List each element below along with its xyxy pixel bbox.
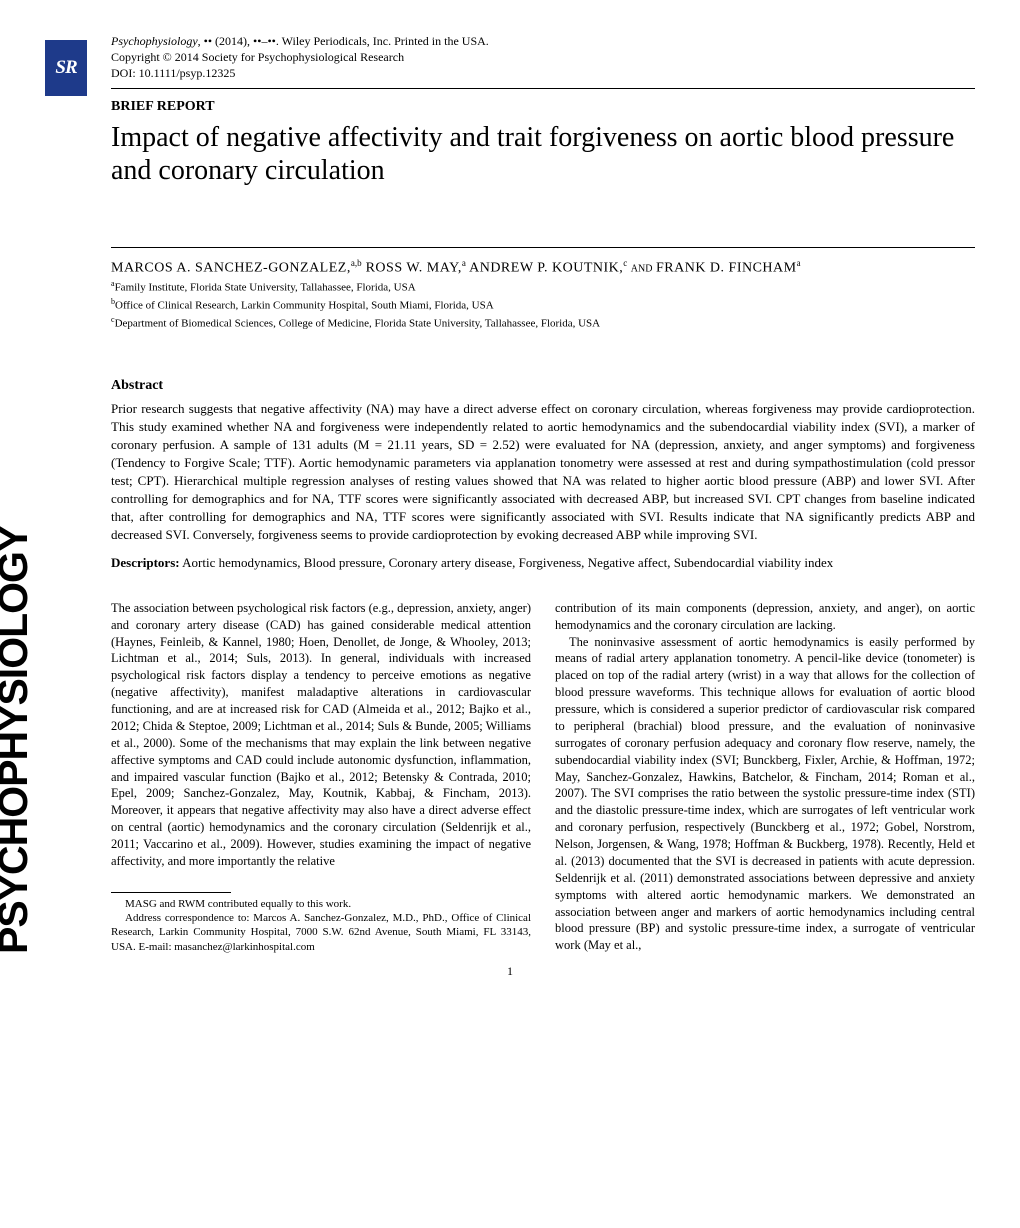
body-paragraph: contribution of its main components (dep… bbox=[555, 600, 975, 634]
header-rule bbox=[111, 88, 975, 89]
journal-logo: SR bbox=[45, 40, 87, 96]
abstract-heading: Abstract bbox=[111, 378, 975, 394]
affiliation-b: bOffice of Clinical Research, Larkin Com… bbox=[111, 296, 975, 314]
affiliation-c: cDepartment of Biomedical Sciences, Coll… bbox=[111, 314, 975, 332]
abstract-text: Prior research suggests that negative af… bbox=[111, 400, 975, 544]
descriptors: Descriptors: Aortic hemodynamics, Blood … bbox=[111, 554, 975, 572]
page-number: 1 bbox=[45, 964, 975, 979]
affiliation-a: aFamily Institute, Florida State Univers… bbox=[111, 278, 975, 296]
copyright-line: Copyright © 2014 Society for Psychophysi… bbox=[111, 49, 975, 65]
body-column-left: The association between psychological ri… bbox=[111, 600, 531, 954]
footnote-rule bbox=[111, 892, 231, 893]
article-title: Impact of negative affectivity and trait… bbox=[111, 121, 975, 187]
body-column-right: contribution of its main components (dep… bbox=[555, 600, 975, 954]
body-paragraph: The association between psychological ri… bbox=[111, 600, 531, 870]
footnote-correspondence: Address correspondence to: Marcos A. San… bbox=[111, 911, 531, 954]
vertical-journal-title: PSYCHOPHYSIOLOGY bbox=[0, 526, 37, 954]
journal-citation: Psychophysiology, •• (2014), ••–••. Wile… bbox=[111, 33, 975, 49]
logo-text: SR bbox=[55, 57, 76, 79]
body-paragraph: The noninvasive assessment of aortic hem… bbox=[555, 634, 975, 955]
footnote-contribution: MASG and RWM contributed equally to this… bbox=[111, 897, 531, 911]
doi-line: DOI: 10.1111/psyp.12325 bbox=[111, 65, 975, 81]
title-rule bbox=[111, 247, 975, 248]
authors: MARCOS A. SANCHEZ-GONZALEZ,a,b ROSS W. M… bbox=[111, 258, 975, 277]
section-label: BRIEF REPORT bbox=[111, 99, 975, 115]
